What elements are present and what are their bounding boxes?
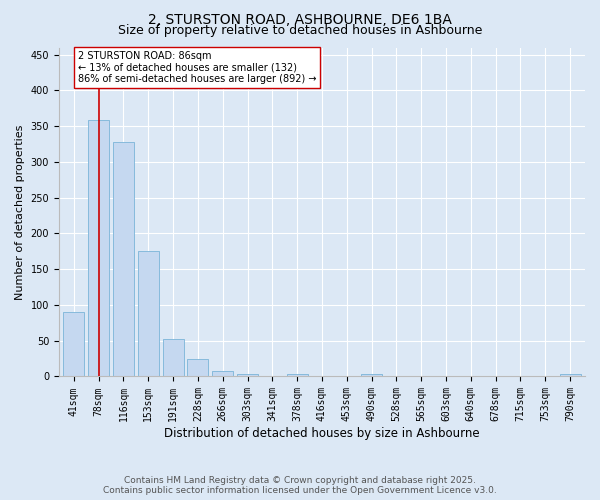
Bar: [113, 142, 134, 376]
Text: 2, STURSTON ROAD, ASHBOURNE, DE6 1BA: 2, STURSTON ROAD, ASHBOURNE, DE6 1BA: [148, 12, 452, 26]
Bar: [63, 312, 85, 376]
Bar: [187, 358, 208, 376]
Bar: [560, 374, 581, 376]
Bar: [287, 374, 308, 376]
Text: 2 STURSTON ROAD: 86sqm
← 13% of detached houses are smaller (132)
86% of semi-de: 2 STURSTON ROAD: 86sqm ← 13% of detached…: [77, 51, 316, 84]
Text: Size of property relative to detached houses in Ashbourne: Size of property relative to detached ho…: [118, 24, 482, 37]
Bar: [212, 371, 233, 376]
Bar: [361, 374, 382, 376]
X-axis label: Distribution of detached houses by size in Ashbourne: Distribution of detached houses by size …: [164, 427, 480, 440]
Y-axis label: Number of detached properties: Number of detached properties: [15, 124, 25, 300]
Text: Contains HM Land Registry data © Crown copyright and database right 2025.
Contai: Contains HM Land Registry data © Crown c…: [103, 476, 497, 495]
Bar: [88, 120, 109, 376]
Bar: [237, 374, 258, 376]
Bar: [137, 252, 159, 376]
Bar: [163, 340, 184, 376]
